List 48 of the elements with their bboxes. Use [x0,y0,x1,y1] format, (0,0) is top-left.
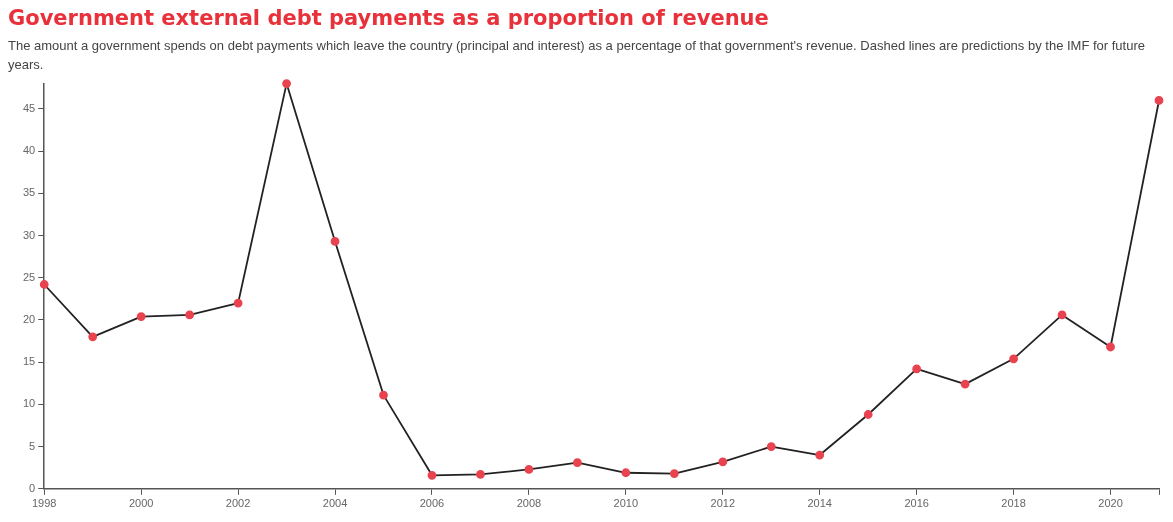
chart-subtitle: The amount a government spends on debt payments which leave the country (principal and interest) as a percentage of that government's revenue. Dashed lines are predictions by the IMF for future years. [8,37,1146,74]
point [1009,354,1018,364]
point [912,364,922,374]
point [330,237,340,246]
point [718,457,728,467]
point [185,310,195,320]
x-tick-label: 2020 [1098,497,1123,510]
point [815,450,825,460]
y-tick-label: 25 [22,270,36,283]
point [427,470,437,480]
point [621,468,631,478]
point [282,79,291,88]
point [669,469,679,479]
point [136,312,146,321]
x-tick-label: 2016 [904,497,929,510]
point [39,280,49,289]
y-tick-label: 30 [22,228,36,241]
x-tick-label: 2000 [128,497,154,510]
point [1057,310,1067,320]
y-tick-label: 20 [22,313,36,325]
x-tick-label: 2004 [322,497,348,510]
point [960,379,970,389]
chart-title: Government external debt payments as a proportion of revenue [8,6,770,30]
point [1154,96,1164,105]
x-tick-label: 2010 [613,497,639,510]
x-tick-label: 2008 [516,497,542,510]
x-tick-label: 2012 [710,497,736,510]
point [88,332,98,342]
point [572,458,582,468]
y-tick-label: 40 [22,144,36,157]
point [1106,342,1115,352]
x-tick-label: 2006 [419,497,445,510]
point [233,298,243,308]
point [863,410,873,419]
y-tick-label: 5 [29,439,36,452]
x-tick-label: 2002 [225,497,251,510]
point [524,464,534,474]
point [766,442,776,451]
point [379,390,388,400]
y-tick-label: 45 [22,101,36,114]
y-tick-label: 10 [22,397,36,410]
y-tick-label: 0 [29,481,36,494]
x-tick-label: 2014 [807,497,832,510]
y-tick-label: 15 [22,355,36,368]
x-tick-label: 1998 [31,497,57,510]
y-tick-label: 35 [22,186,36,199]
x-tick-label: 2018 [1001,497,1026,510]
point [476,470,485,479]
